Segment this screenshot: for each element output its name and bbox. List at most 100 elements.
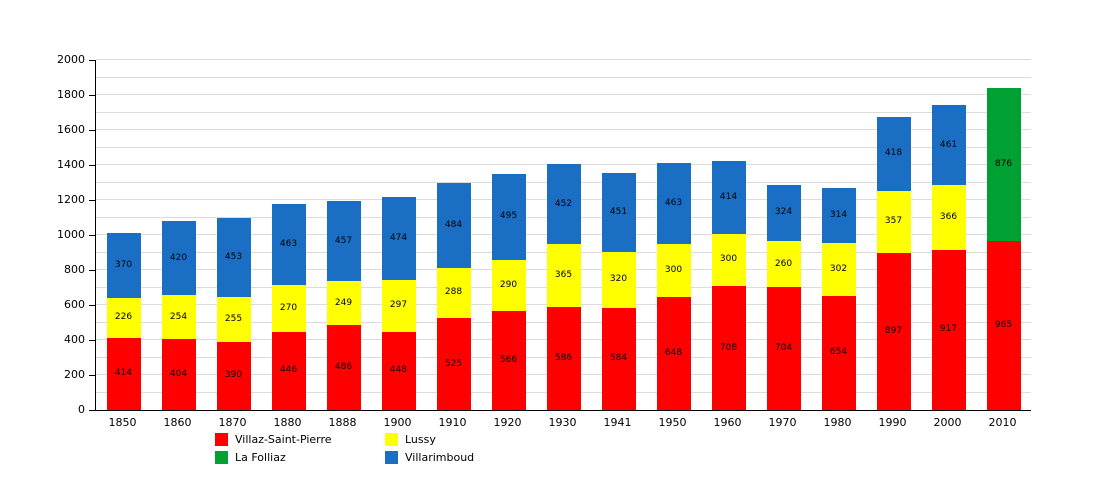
bar-segment: 448 [381,331,416,410]
segment-value-label: 474 [389,232,408,243]
bar-segment: 290 [491,260,526,311]
bar-segment: 704 [766,286,801,410]
bar-segment: 420 [161,221,196,295]
segment-value-label: 897 [884,326,903,337]
legend-swatch [385,432,398,446]
bar-segment: 370 [106,233,141,298]
bar-segment: 446 [271,331,306,410]
segment-value-label: 366 [939,212,958,222]
segment-value-label: 314 [829,209,848,220]
bar-segment: 451 [601,172,636,252]
y-axis-tick [89,410,95,411]
legend-item: Villaz-Saint-Pierre [215,430,385,448]
gridline [96,76,1031,78]
bar-segment: 320 [601,251,636,308]
y-axis-label: 0 [78,403,85,416]
y-axis-label: 800 [64,263,85,276]
segment-value-label: 254 [169,311,188,322]
bar-segment: 300 [656,244,691,297]
bar-segment: 486 [326,324,361,410]
bar-segment: 249 [326,281,361,325]
segment-value-label: 486 [334,361,353,372]
segment-value-label: 584 [609,353,628,364]
y-axis-tick [89,200,95,201]
segment-value-label: 448 [389,365,408,376]
legend-swatch [385,450,398,464]
y-axis-label: 1000 [57,228,85,241]
bar-segment: 452 [546,164,581,244]
x-axis-label: 1990 [878,416,907,429]
bar-segment: 270 [271,284,306,332]
bar-segment: 453 [216,217,251,298]
y-axis-label: 2000 [57,53,85,66]
bar-segment: 876 [986,87,1021,242]
x-axis-label: 1880 [273,416,302,429]
y-axis-tick [89,165,95,166]
bar-segment: 418 [876,117,911,191]
bar-segment: 648 [656,296,691,410]
segment-value-label: 404 [169,369,188,380]
y-axis-tick [89,60,95,61]
segment-value-label: 461 [939,139,958,150]
legend-label: Villarimboud [405,450,475,464]
segment-value-label: 654 [829,347,848,358]
segment-value-label: 965 [994,320,1013,331]
segment-value-label: 446 [279,365,298,376]
legend-swatch [215,450,228,464]
x-axis-label: 1870 [218,416,247,429]
y-axis-label: 1400 [57,158,85,171]
gridline [96,129,1031,130]
bar-segment: 525 [436,318,471,410]
bar-segment: 404 [161,339,196,410]
segment-value-label: 324 [774,207,793,218]
segment-value-label: 300 [664,264,683,275]
x-axis-label: 2000 [933,416,962,429]
bar-segment: 463 [271,203,306,285]
plot-area: 414 226 370 404 254 420 390 255 453 446 270 463 486 2… [95,59,1031,411]
y-axis-label: 200 [64,368,85,381]
bar-segment: 365 [546,243,581,308]
gridline [96,111,1031,113]
legend-label: La Folliaz [235,450,286,464]
gridline [96,146,1031,148]
x-axis-label: 2010 [988,416,1017,429]
segment-value-label: 260 [774,258,793,269]
y-axis-tick [89,130,95,131]
x-axis-label: 1930 [548,416,577,429]
bar-segment: 897 [876,253,911,410]
legend-item: La Folliaz [215,448,385,466]
legend-swatch [215,432,228,446]
bar-segment: 917 [931,249,966,410]
x-axis-label: 1910 [438,416,467,429]
x-axis-label: 1980 [823,416,852,429]
x-axis-label: 1970 [768,416,797,429]
segment-value-label: 357 [884,216,903,227]
gridline [96,94,1031,95]
bar-segment: 366 [931,185,966,250]
y-axis-label: 1800 [57,88,85,101]
bar-segment: 390 [216,341,251,410]
y-axis-label: 1600 [57,123,85,136]
segment-value-label: 451 [609,206,628,217]
segment-value-label: 300 [719,254,738,265]
segment-value-label: 414 [114,368,133,379]
segment-value-label: 525 [444,358,463,369]
bar-segment: 414 [106,337,141,410]
x-axis-label: 1920 [493,416,522,429]
bar-segment: 495 [491,173,526,261]
y-axis-tick [89,305,95,306]
bar-segment: 255 [216,297,251,342]
segment-value-label: 255 [224,313,243,324]
x-axis-label: 1850 [108,416,137,429]
segment-value-label: 495 [499,211,518,222]
y-axis-tick [89,95,95,96]
segment-value-label: 463 [279,238,298,249]
y-axis-label: 400 [64,333,85,346]
segment-value-label: 648 [664,347,683,358]
segment-value-label: 566 [499,354,518,365]
bar-segment: 474 [381,196,416,280]
bar-segment: 300 [711,233,746,287]
legend: Villaz-Saint-Pierre Lussy La Folliaz Villar… [215,430,474,466]
bar-segment: 314 [821,187,856,243]
